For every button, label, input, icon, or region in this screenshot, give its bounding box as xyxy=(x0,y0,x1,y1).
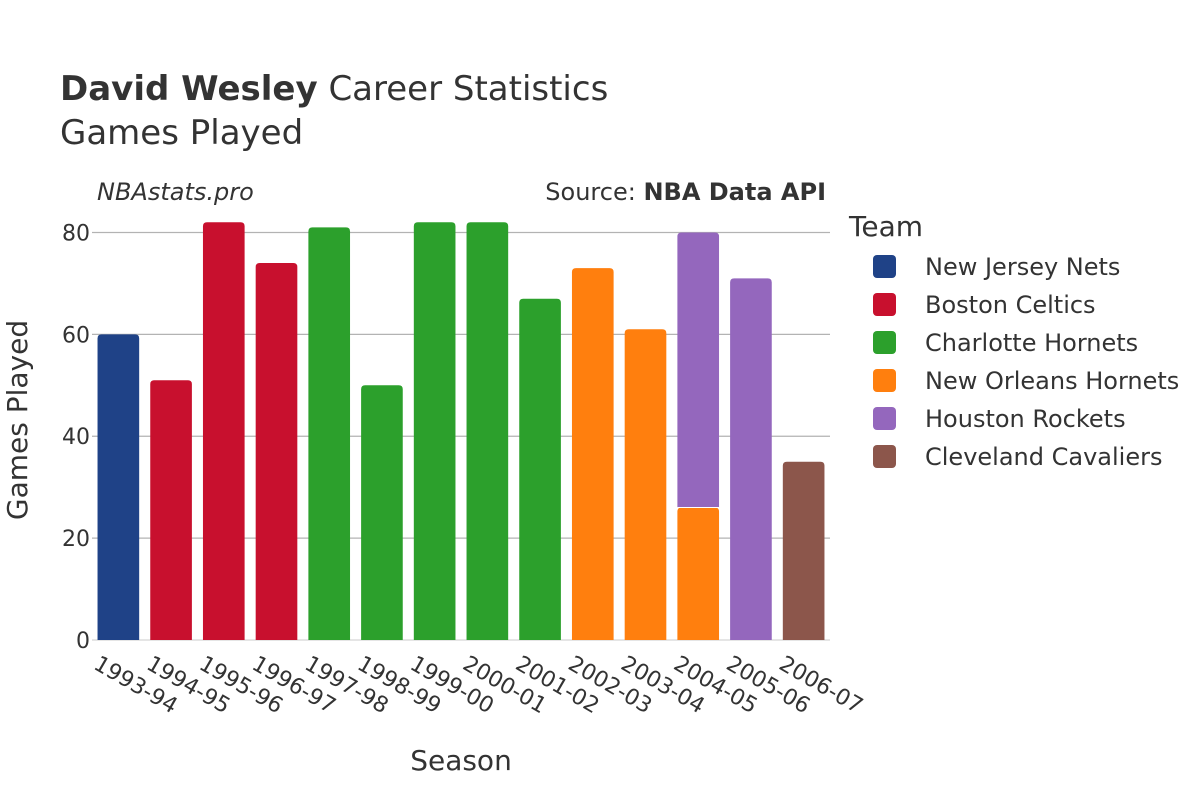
legend-swatch xyxy=(873,331,896,354)
source-prefix: Source: xyxy=(545,178,643,206)
legend-label: New Orleans Hornets xyxy=(925,367,1179,395)
source-credit: Source: NBA Data API xyxy=(545,178,826,206)
bar-1997-98-charlotte-hornets xyxy=(308,227,351,640)
chart-title: David Wesley Career Statistics xyxy=(60,69,608,109)
bar-2006-07-cleveland-cavaliers xyxy=(782,461,825,640)
bar-2001-02-charlotte-hornets xyxy=(519,298,561,640)
bar-1996-97-boston-celtics xyxy=(255,263,298,640)
bar-2004-05-new-orleans-hornets xyxy=(677,507,720,640)
bar-1995-96-boston-celtics xyxy=(202,222,245,640)
legend-swatch xyxy=(873,293,896,316)
x-axis-ticks: 1993-941994-951995-961996-971997-981998-… xyxy=(89,652,866,720)
source-name: NBA Data API xyxy=(643,178,826,206)
bar-1999-00-charlotte-hornets xyxy=(413,222,456,640)
bar-2000-01-charlotte-hornets xyxy=(466,222,509,640)
chart-title-player: David Wesley xyxy=(60,69,318,109)
bars-group xyxy=(97,222,825,640)
legend-swatch xyxy=(873,255,896,278)
bar-2004-05-houston-rockets xyxy=(677,232,720,508)
bar-1998-99-charlotte-hornets xyxy=(361,385,403,640)
y-tick-label: 0 xyxy=(76,629,90,654)
legend-label: New Jersey Nets xyxy=(925,253,1120,281)
legend-swatch xyxy=(873,369,896,392)
bar-2005-06-houston-rockets xyxy=(730,278,772,640)
bar-1993-94-new-jersey-nets xyxy=(97,334,140,640)
y-tick-label: 80 xyxy=(62,221,90,246)
chart-title-rest: Career Statistics xyxy=(328,69,608,109)
y-grid xyxy=(92,231,830,641)
y-tick-label: 20 xyxy=(62,527,90,552)
bar-1994-95-boston-celtics xyxy=(150,380,192,640)
legend-label: Houston Rockets xyxy=(925,405,1126,433)
y-tick-label: 40 xyxy=(62,425,90,450)
bar-2003-04-new-orleans-hornets xyxy=(624,329,667,640)
legend-swatch xyxy=(873,445,896,468)
x-axis-title: Season xyxy=(410,744,512,777)
legend: Team New Jersey Nets Boston Celtics Charlo… xyxy=(848,210,1179,471)
y-axis-ticks: 0 20 40 60 80 xyxy=(62,221,90,654)
legend-label: Charlotte Hornets xyxy=(925,329,1138,357)
legend-label: Cleveland Cavaliers xyxy=(925,443,1162,471)
legend-label: Boston Celtics xyxy=(925,291,1096,319)
chart-subtitle: Games Played xyxy=(60,113,303,153)
bar-2002-03-new-orleans-hornets xyxy=(571,268,614,640)
y-axis-title: Games Played xyxy=(1,320,34,520)
watermark-text: NBAstats.pro xyxy=(97,178,254,206)
y-tick-label: 60 xyxy=(62,323,90,348)
legend-swatch xyxy=(873,407,896,430)
legend-title: Team xyxy=(848,210,923,243)
